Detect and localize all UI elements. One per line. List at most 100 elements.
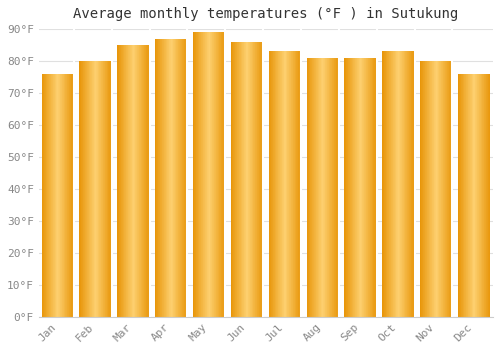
Bar	[166, 38, 167, 317]
Bar	[438, 61, 439, 317]
Bar	[372, 58, 373, 317]
Bar	[334, 58, 335, 317]
Bar	[222, 32, 224, 317]
Bar	[70, 74, 71, 317]
Bar	[331, 58, 332, 317]
Bar	[148, 45, 149, 317]
Bar	[306, 58, 308, 317]
Bar	[249, 42, 250, 317]
Bar	[398, 51, 399, 317]
Bar	[252, 42, 253, 317]
Bar	[86, 61, 87, 317]
Bar	[285, 51, 286, 317]
Bar	[139, 45, 140, 317]
Bar	[138, 45, 139, 317]
Bar	[434, 61, 435, 317]
Bar	[387, 51, 388, 317]
Bar	[109, 61, 110, 317]
Bar	[446, 61, 447, 317]
Bar	[82, 61, 84, 317]
Bar	[176, 38, 177, 317]
Bar	[293, 51, 294, 317]
Bar	[345, 58, 346, 317]
Bar	[120, 45, 121, 317]
Bar	[129, 45, 130, 317]
Bar	[92, 61, 93, 317]
Bar	[108, 61, 109, 317]
Bar	[450, 61, 451, 317]
Bar	[277, 51, 278, 317]
Bar	[178, 38, 179, 317]
Bar	[310, 58, 311, 317]
Bar	[406, 51, 407, 317]
Bar	[47, 74, 48, 317]
Bar	[473, 74, 474, 317]
Bar	[373, 58, 374, 317]
Bar	[145, 45, 146, 317]
Bar	[270, 51, 272, 317]
Bar	[480, 74, 481, 317]
Bar	[245, 42, 246, 317]
Bar	[420, 61, 421, 317]
Bar	[472, 74, 473, 317]
Bar	[173, 38, 174, 317]
Bar	[184, 38, 185, 317]
Bar	[241, 42, 242, 317]
Bar	[299, 51, 300, 317]
Bar	[90, 61, 91, 317]
Bar	[350, 58, 351, 317]
Bar	[100, 61, 102, 317]
Bar	[413, 51, 414, 317]
Bar	[175, 38, 176, 317]
Bar	[199, 32, 200, 317]
Bar	[253, 42, 254, 317]
Bar	[45, 74, 46, 317]
Bar	[466, 74, 467, 317]
Bar	[312, 58, 313, 317]
Bar	[177, 38, 178, 317]
Bar	[300, 51, 301, 317]
Bar	[216, 32, 217, 317]
Bar	[136, 45, 138, 317]
Bar	[329, 58, 330, 317]
Bar	[426, 61, 428, 317]
Bar	[429, 61, 430, 317]
Bar	[259, 42, 260, 317]
Bar	[211, 32, 212, 317]
Bar	[355, 58, 356, 317]
Bar	[212, 32, 213, 317]
Bar	[122, 45, 123, 317]
Bar	[430, 61, 431, 317]
Bar	[48, 74, 50, 317]
Bar	[489, 74, 490, 317]
Bar	[311, 58, 312, 317]
Bar	[104, 61, 105, 317]
Bar	[235, 42, 236, 317]
Bar	[481, 74, 482, 317]
Bar	[390, 51, 392, 317]
Bar	[89, 61, 90, 317]
Bar	[388, 51, 389, 317]
Bar	[167, 38, 168, 317]
Bar	[383, 51, 384, 317]
Bar	[80, 61, 81, 317]
Bar	[182, 38, 183, 317]
Bar	[197, 32, 198, 317]
Bar	[314, 58, 315, 317]
Bar	[143, 45, 144, 317]
Bar	[278, 51, 279, 317]
Bar	[181, 38, 182, 317]
Bar	[327, 58, 328, 317]
Bar	[124, 45, 125, 317]
Title: Average monthly temperatures (°F ) in Sutukung: Average monthly temperatures (°F ) in Su…	[74, 7, 458, 21]
Bar	[130, 45, 131, 317]
Bar	[64, 74, 65, 317]
Bar	[55, 74, 56, 317]
Bar	[123, 45, 124, 317]
Bar	[56, 74, 57, 317]
Bar	[133, 45, 134, 317]
Bar	[488, 74, 489, 317]
Bar	[61, 74, 62, 317]
Bar	[451, 61, 452, 317]
Bar	[127, 45, 128, 317]
